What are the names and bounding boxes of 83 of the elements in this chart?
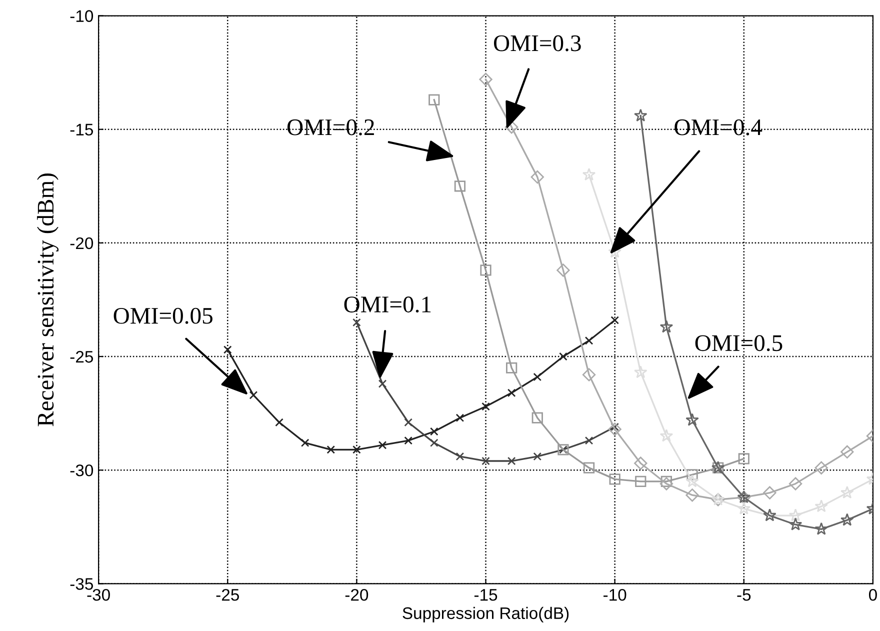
point [479,72,492,86]
point [814,461,828,474]
point [686,469,698,480]
point [507,456,516,466]
point [533,452,542,461]
point [634,108,648,122]
point [430,438,438,448]
point [660,477,674,490]
point [378,440,387,450]
point [482,402,490,411]
annotation: OMI=0.3 [494,35,581,52]
x-tick-label: -5 [737,589,751,601]
point [530,170,544,184]
point [583,462,595,474]
point [378,380,387,388]
point [840,445,854,459]
point [326,445,336,454]
point [610,316,619,324]
point [634,456,648,470]
annotation: OMI=0.4 [674,119,762,136]
point [404,436,412,445]
point [814,499,828,512]
point [788,508,802,522]
point [533,372,542,382]
point [532,412,543,424]
point [480,264,492,276]
x-tick-label: -20 [345,588,368,601]
point [737,502,751,514]
point [788,518,802,530]
point [738,453,750,464]
point [763,486,776,500]
annotation: OMI=0.1 [344,296,431,313]
point [428,94,440,106]
point [223,346,232,354]
y-tick-label: -30 [70,464,94,476]
point [582,368,596,382]
x-tick-label: -25 [216,588,239,601]
x-axis-title: Suppression Ratio(dB) [402,606,569,622]
point [482,456,490,466]
point [686,474,699,488]
point [584,436,594,445]
annotation: OMI=0.5 [695,335,782,352]
point [506,362,518,374]
annotation: OMI=0.05 [114,308,212,324]
point [352,318,361,327]
annotation: OMI=0.2 [287,119,374,136]
point [454,180,466,192]
point [660,320,674,333]
y-axis-title: Receiver sensitivity (dBm) [37,174,58,426]
point [635,476,646,488]
point [404,418,412,427]
point [559,352,568,361]
point [300,438,310,448]
point [660,476,672,488]
point [608,422,622,436]
x-tick-label: -15 [474,589,498,601]
x-tick-label: 0 [868,588,877,601]
point [584,336,594,345]
point [660,429,674,442]
point [609,474,620,485]
point [456,452,464,461]
point [582,168,596,181]
y-tick-label: -15 [70,124,94,136]
y-tick-label: -25 [70,350,94,363]
point [556,264,570,277]
point [814,522,828,535]
point [275,418,284,427]
point [686,488,699,502]
point [788,477,802,490]
point [634,365,648,378]
point [840,486,854,499]
point [352,445,361,454]
y-tick-label: -35 [70,578,94,590]
point [456,414,464,422]
point [507,388,516,398]
point [686,413,699,426]
point [249,390,258,400]
x-tick-label: -30 [87,588,110,601]
point [840,513,854,526]
x-tick-label: -10 [604,588,626,601]
y-tick-label: -10 [70,10,94,22]
point [430,427,438,436]
y-tick-label: -20 [70,237,94,250]
